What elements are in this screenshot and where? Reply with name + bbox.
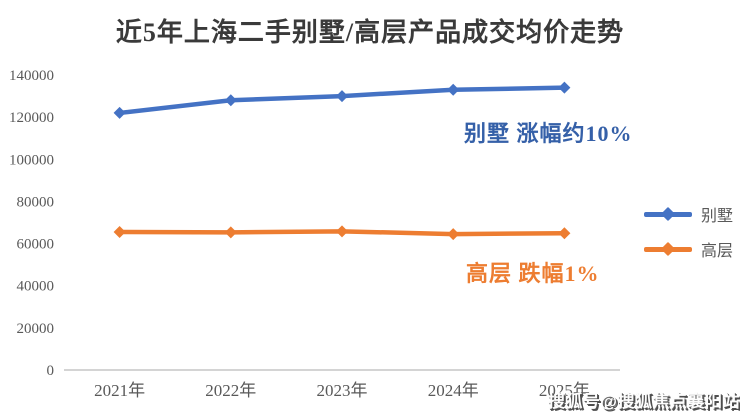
chart-title: 近5年上海二手别墅/高层产品成交均价走势 [115,18,625,47]
villa-trend-annotation: 别墅 涨幅约10% [464,121,633,146]
x-axis-tick-label: 2025年 [539,381,590,400]
legend-label-highrise: 高层 [701,243,734,260]
data-point-marker-icon [558,227,571,240]
y-axis-tick-label: 140000 [9,68,54,84]
data-point-marker-icon [558,81,571,94]
x-axis-tick-label: 2022年 [205,381,256,400]
highrise-diamond-marker-icon [660,241,676,256]
y-axis-tick-label: 20000 [17,321,55,337]
y-axis-tick-label: 100000 [9,152,54,168]
villa-line-sample-icon [644,206,692,221]
y-axis-tick-label: 60000 [17,237,55,253]
data-point-marker-icon [224,94,237,107]
chart-legend: 别墅 高层 [644,202,733,261]
data-point-marker-icon [447,83,460,96]
villa-diamond-marker-icon [660,206,676,221]
data-point-marker-icon [113,225,126,238]
highrise-trend-annotation: 高层 跌幅1% [466,261,600,286]
x-axis-tick-label: 2024年 [428,381,479,400]
x-axis-tick-label: 2023年 [317,381,368,400]
data-point-marker-icon [113,106,126,119]
watermark: 搜狐号@搜狐焦点襄阳站 [547,392,740,411]
x-axis-tick-label: 2021年 [94,381,145,400]
y-axis-tick-label: 0 [47,363,55,379]
y-axis-tick-label: 40000 [17,279,55,295]
data-point-marker-icon [447,228,460,241]
highrise-line-sample-icon [644,241,692,256]
data-point-marker-icon [336,225,348,238]
data-point-marker-icon [336,90,348,103]
legend-label-villa: 别墅 [701,208,734,225]
y-axis-tick-label: 120000 [9,110,54,126]
legend-item-villa: 别墅 [644,202,733,226]
y-axis-tick-label: 80000 [17,194,55,210]
legend-item-highrise: 高层 [644,237,733,261]
data-point-marker-icon [224,226,237,239]
